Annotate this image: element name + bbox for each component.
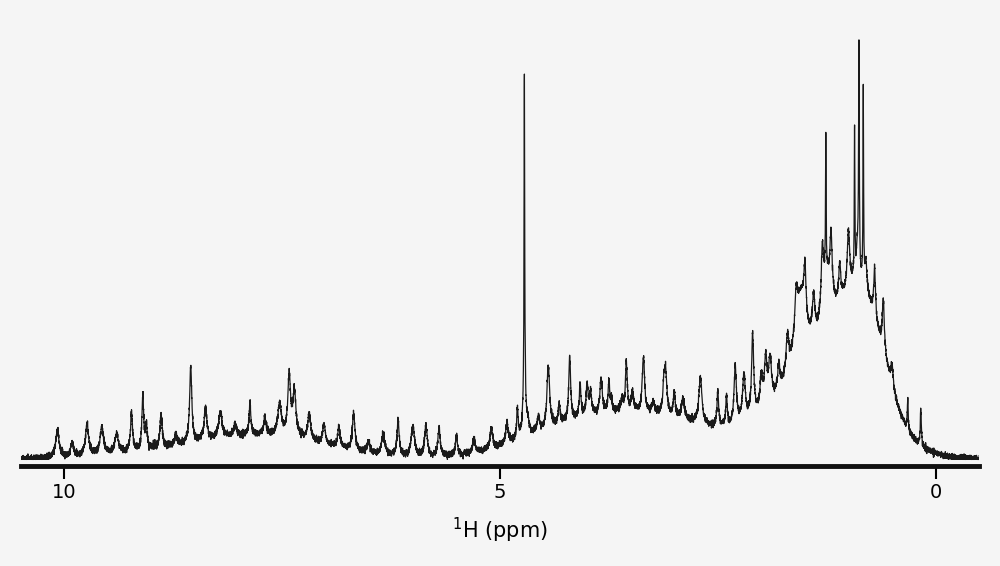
X-axis label: $^{1}$H (ppm): $^{1}$H (ppm) xyxy=(452,516,548,545)
